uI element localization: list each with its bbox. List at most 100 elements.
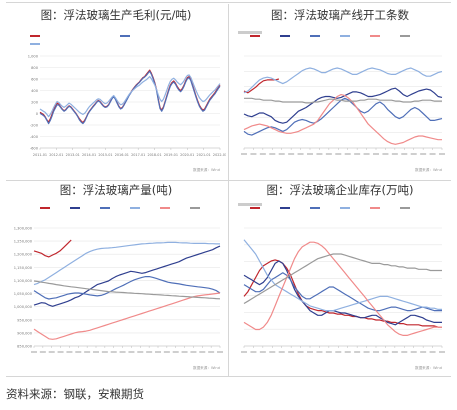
x-tick-label-mark (172, 351, 179, 353)
x-tick-label-mark (259, 351, 266, 353)
series-line (33, 241, 220, 286)
chart-title: 图：浮法玻璃生产毛利(元/吨) (40, 8, 192, 22)
x-tick-label-mark (288, 153, 295, 155)
series-line (243, 239, 442, 312)
series-line (39, 69, 221, 124)
x-tick-label-mark (410, 351, 417, 353)
series-line (243, 67, 443, 94)
y-tick-label: 1,000,000 (14, 305, 33, 309)
series-line (243, 97, 443, 136)
y-tick-label: 800 (31, 66, 39, 70)
x-tick-label-mark (391, 153, 398, 155)
x-tick-label: 2020-01 (180, 153, 194, 157)
y-tick-label: 200 (31, 101, 39, 105)
x-tick-label-mark (439, 351, 445, 353)
chart-footer: 数据来源：Wind (193, 365, 220, 370)
y-tick-label: -200 (30, 124, 39, 128)
chart-title: 图：浮法玻璃产线开工条数 (271, 8, 409, 22)
y-tick-label: 1,050,000 (14, 292, 33, 296)
x-tick-label-mark (382, 153, 389, 155)
x-tick-label-mark (373, 351, 379, 353)
series-line (244, 97, 442, 104)
y-tick-label: -400 (30, 135, 39, 139)
x-tick-label: 2013-01 (66, 153, 80, 157)
y-tick-label: 1,200,000 (14, 253, 33, 257)
x-tick-label-mark (208, 351, 215, 353)
y-tick-label: 400 (31, 89, 39, 93)
x-tick-label-mark (354, 351, 361, 353)
chart-footer: 数据来源：Wind (415, 167, 442, 172)
x-tick-label: 2011-01 (33, 153, 47, 157)
series-line (243, 87, 443, 124)
x-tick-label-mark (66, 351, 73, 353)
x-tick-label-mark (250, 351, 257, 353)
source-note: 资料来源：钢联，安粮期货 (6, 387, 144, 401)
x-tick-label: 2015-01 (98, 153, 112, 157)
series-line (243, 93, 442, 145)
series-line (33, 239, 72, 258)
x-tick-label-mark (429, 351, 436, 353)
x-tick-label-mark (335, 153, 342, 155)
x-tick-label-mark (325, 153, 332, 155)
y-tick-label: 600 (31, 78, 39, 82)
series-line (243, 241, 442, 336)
x-tick-label-mark (382, 351, 389, 353)
series-line (33, 245, 221, 307)
y-tick-label: -600 (30, 147, 39, 151)
x-tick-label: 2012-01 (49, 153, 63, 157)
y-tick-label: 1,150,000 (14, 266, 33, 270)
series-line (243, 253, 442, 305)
x-tick-label-mark (241, 153, 247, 155)
x-tick-label-mark (297, 351, 304, 353)
x-tick-label-mark (391, 351, 398, 353)
x-tick-label: 2019-01 (164, 153, 178, 157)
x-tick-label-mark (75, 351, 82, 353)
x-tick-label-mark (401, 153, 408, 155)
y-tick-label: 1,100,000 (14, 279, 33, 283)
x-tick-label: 2022-01 (213, 153, 226, 157)
panel-output: 图：浮法玻璃产量(吨) 1,300,000 1,250,000 1,200,000 1… (6, 182, 226, 374)
x-tick-label-mark (190, 351, 197, 353)
x-tick-label-mark (48, 351, 55, 353)
x-tick-label: 2016-01 (115, 153, 129, 157)
x-tick-label-mark (146, 351, 153, 353)
y-tick-label: 1,250,000 (14, 240, 33, 244)
y-tick-label: 900,000 (17, 331, 33, 335)
panel-inventory: 图：浮法玻璃企业库存(万吨) 数据来源：Wind (230, 182, 450, 374)
x-tick-label-mark (119, 351, 126, 353)
x-tick-label-mark (335, 351, 342, 353)
x-tick-label-mark (344, 153, 351, 155)
legend-header-mark (238, 203, 262, 206)
x-tick-label-mark (163, 351, 170, 353)
x-tick-label: 2017-01 (131, 153, 145, 157)
x-tick-label: 2021-01 (197, 153, 211, 157)
x-tick-label-mark (278, 351, 285, 353)
series-line (243, 259, 442, 328)
x-tick-label-mark (363, 153, 370, 155)
x-tick-label-mark (439, 153, 445, 155)
x-tick-label-mark (217, 351, 223, 353)
x-tick-label-mark (420, 351, 427, 353)
x-tick-label-mark (401, 351, 408, 353)
production-lines-chart: 数据来源：Wind (234, 26, 448, 174)
y-tick-label: 950,000 (17, 318, 33, 322)
x-tick-label-mark (325, 351, 332, 353)
x-tick-label-mark (316, 351, 323, 353)
x-tick-label-mark (288, 351, 295, 353)
legend-header-mark (238, 31, 262, 34)
x-tick-label-mark (278, 153, 285, 155)
x-tick-label-mark (259, 153, 266, 155)
series-line (33, 275, 221, 300)
x-tick-label-mark (110, 351, 117, 353)
x-tick-label-mark (344, 351, 351, 353)
x-tick-label-mark (31, 351, 37, 353)
chart-footer: 数据来源：Wind (193, 167, 220, 172)
horizontal-divider (6, 180, 451, 181)
x-tick-label-mark (307, 153, 313, 155)
x-tick-label-mark (93, 351, 99, 353)
y-tick-label: 0 (36, 112, 39, 116)
y-tick-label: 1,300,000 (14, 227, 33, 231)
x-tick-label-mark (101, 351, 108, 353)
chart-title: 图：浮法玻璃产量(吨) (59, 183, 173, 197)
